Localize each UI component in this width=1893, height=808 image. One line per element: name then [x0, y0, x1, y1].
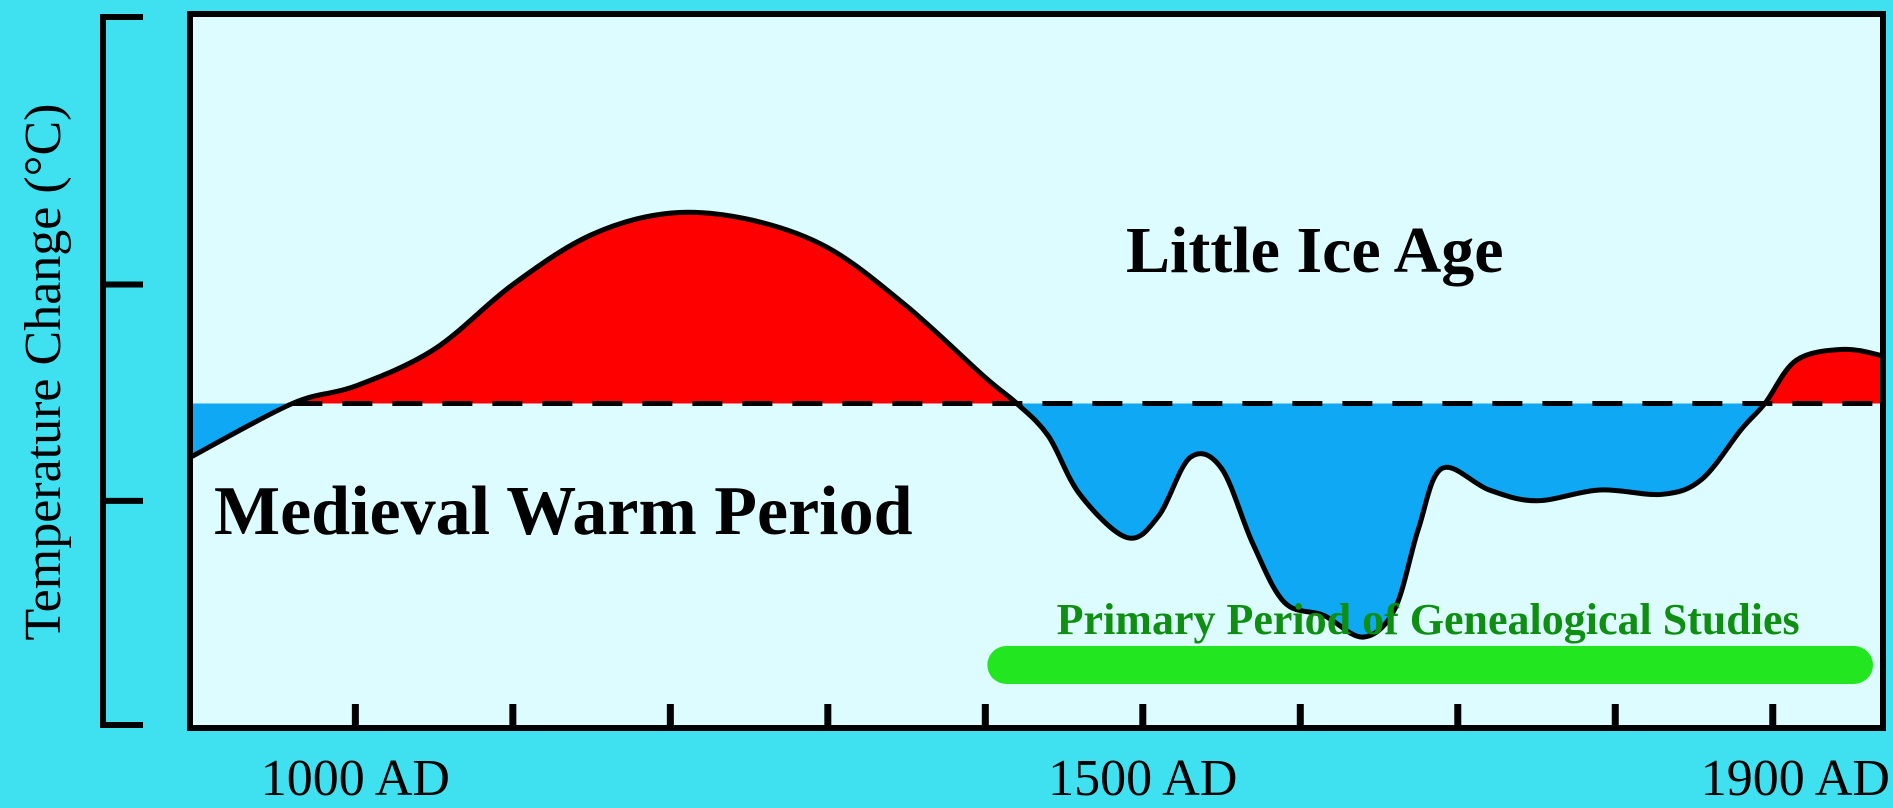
genealogy-period-label: Primary Period of Genealogical Studies: [1057, 595, 1800, 644]
x-tick-labels: 1000 AD 1500 AD 1900 AD: [261, 750, 1890, 807]
x-tick-marks: [351, 704, 1777, 728]
x-tick-label: 1000 AD: [261, 750, 450, 803]
y-axis-label: Temperature Change (°C): [15, 104, 72, 641]
x-tick-label: 1900 AD: [1701, 750, 1890, 803]
cold-period-area: [190, 403, 1883, 638]
medieval-warm-period-label: Medieval Warm Period: [214, 473, 913, 550]
y-axis: [100, 14, 143, 728]
x-tick-label: 1500 AD: [1048, 750, 1237, 803]
plot-frame: [187, 11, 1886, 731]
temperature-line: [187, 209, 1886, 640]
little-ice-age-label: Little Ice Age: [1126, 214, 1504, 287]
genealogy-period-band: [987, 646, 1873, 684]
warm-period-area: [292, 212, 1883, 404]
